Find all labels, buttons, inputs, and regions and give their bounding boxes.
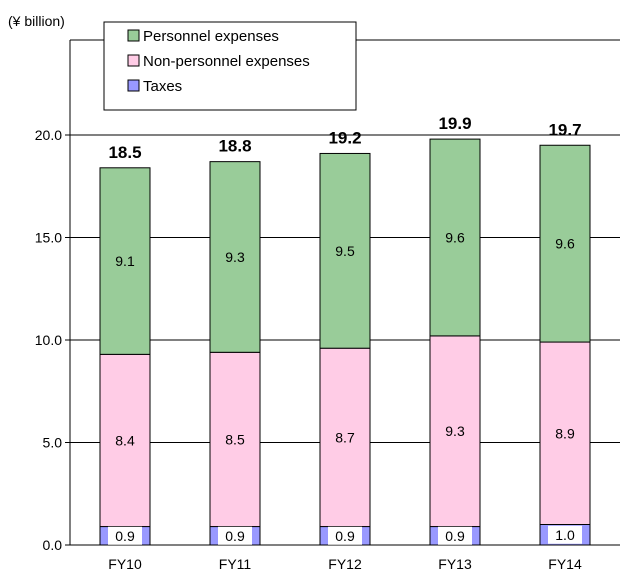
bar-segment [319, 347, 371, 528]
bar-data-label: 9.3 [445, 423, 465, 439]
legend-label: Non-personnel expenses [143, 53, 310, 70]
legend-label: Taxes [143, 78, 182, 95]
bar-data-label: 8.5 [225, 431, 245, 447]
legend-swatch [127, 54, 140, 67]
bar-segment [99, 167, 151, 355]
x-tick-label: FY12 [328, 556, 362, 572]
bar-label-background [438, 526, 472, 545]
x-tick-label: FY13 [438, 556, 472, 572]
y-tick-label: 15.0 [35, 230, 62, 246]
bar-data-label: 1.0 [555, 527, 575, 543]
bar-total-label: 19.9 [438, 114, 471, 133]
y-tick-label: 20.0 [35, 127, 62, 143]
legend-swatch [127, 29, 140, 42]
y-tick-label: 5.0 [43, 435, 63, 451]
bar-total-label: 19.2 [328, 128, 361, 147]
bar-segment [319, 152, 371, 349]
bar-segment [539, 341, 591, 525]
y-tick-label: 10.0 [35, 332, 62, 348]
bar-label-background [108, 526, 142, 545]
legend-box [103, 21, 357, 111]
bar-label-background [218, 526, 252, 545]
bar-segment [539, 144, 591, 343]
bar-data-label: 0.9 [445, 528, 465, 544]
x-tick-label: FY10 [108, 556, 142, 572]
bar-data-label: 8.4 [115, 432, 135, 448]
bar-label-background [548, 525, 582, 544]
bar-data-label: 9.6 [445, 230, 465, 246]
bar-segment [99, 353, 151, 528]
bar-total-label: 18.8 [218, 137, 251, 156]
bar-data-label: 9.5 [335, 243, 355, 259]
bar-segment [209, 161, 261, 353]
bar-data-label: 9.3 [225, 249, 245, 265]
bar-data-label: 9.6 [555, 236, 575, 252]
bar-total-label: 19.7 [548, 120, 581, 139]
bar-segment [429, 138, 481, 337]
bar-label-background [328, 526, 362, 545]
bar-data-label: 8.9 [555, 425, 575, 441]
bar-data-label: 0.9 [335, 528, 355, 544]
bar-segment [209, 351, 261, 528]
legend-label: Personnel expenses [143, 28, 279, 45]
bar-total-label: 18.5 [108, 143, 141, 162]
bar-data-label: 0.9 [225, 528, 245, 544]
bar-data-label: 8.7 [335, 429, 355, 445]
y-tick-label: 0.0 [43, 537, 63, 553]
x-tick-label: FY11 [219, 556, 252, 572]
x-tick-label: FY14 [548, 556, 582, 572]
bar-data-label: 9.1 [115, 253, 135, 269]
bar-data-label: 0.9 [115, 528, 135, 544]
legend-swatch [127, 79, 140, 92]
y-axis-unit-label: (¥ billion) [8, 13, 65, 29]
